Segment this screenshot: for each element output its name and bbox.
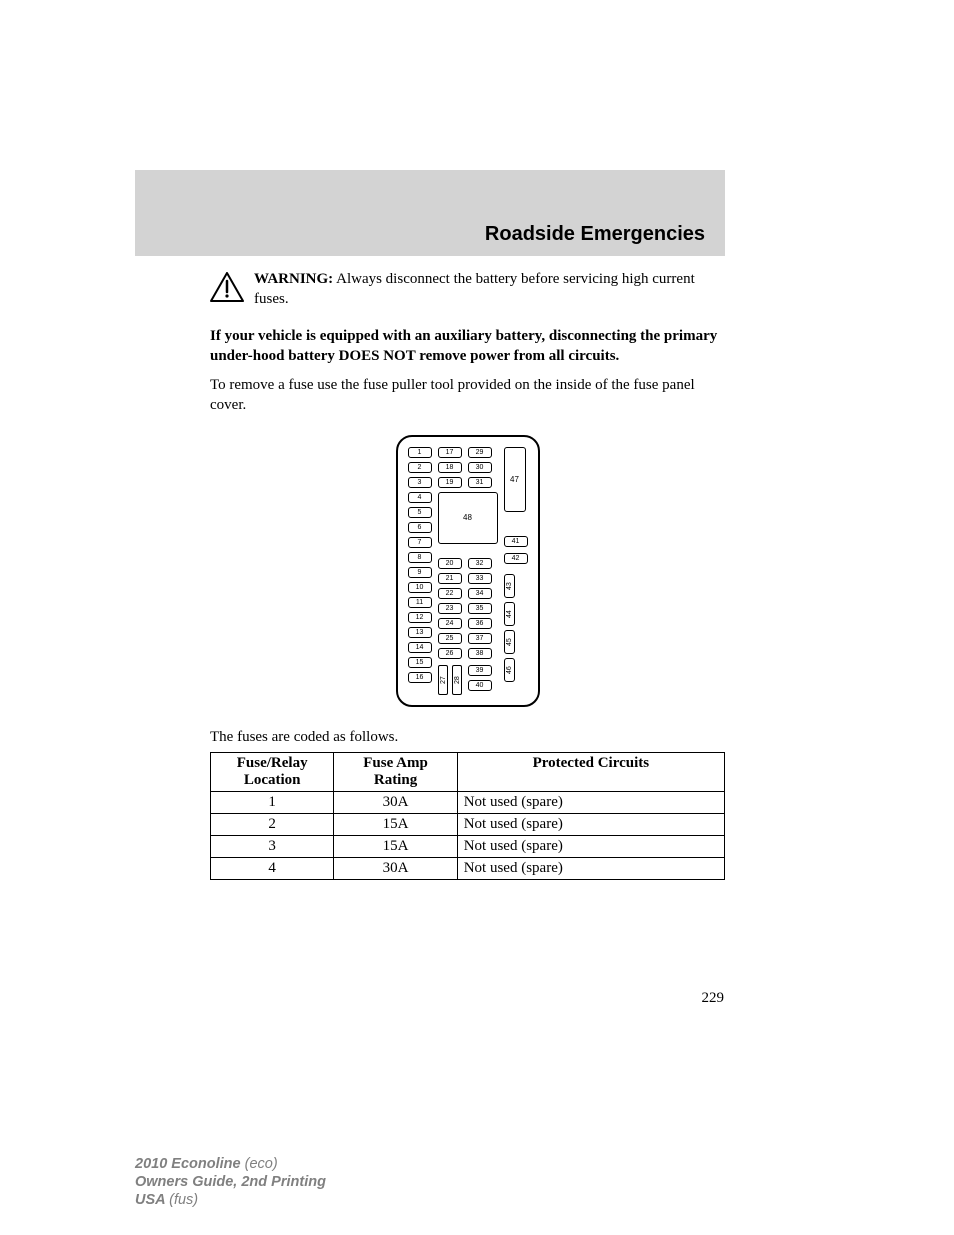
table-row: 315ANot used (spare)	[211, 836, 725, 858]
page-number: 229	[702, 990, 725, 1007]
fuse-slot-29: 29	[468, 447, 492, 458]
fuse-slot-36: 36	[468, 618, 492, 629]
fuse-slot-3: 3	[408, 477, 432, 488]
fuse-slot-16: 16	[408, 672, 432, 683]
fuse-slot-8: 8	[408, 552, 432, 563]
fuse-slot-37: 37	[468, 633, 492, 644]
aux-battery-note: If your vehicle is equipped with an auxi…	[210, 327, 725, 366]
footer-model: 2010 Econoline	[135, 1156, 245, 1172]
fuse-slot-11: 11	[408, 597, 432, 608]
warning-icon	[210, 270, 254, 307]
fuse-slot-45: 45	[504, 630, 515, 654]
fuse-slot-21: 21	[438, 573, 462, 584]
fuse-slot-38: 38	[468, 648, 492, 659]
fuse-slot-15: 15	[408, 657, 432, 668]
fuse-top-a: 17 18 19	[438, 447, 462, 488]
col-header-circuits: Protected Circuits	[457, 753, 724, 792]
fuse-slot-23: 23	[438, 603, 462, 614]
fuse-slot-44: 44	[504, 602, 515, 626]
fuse-slot-30: 30	[468, 462, 492, 473]
fuse-panel-outline: 12345678910111213141516 171819 293031 48…	[396, 435, 540, 707]
fuse-top-b: 29 30 31	[468, 447, 492, 488]
fuse-slot-10: 10	[408, 582, 432, 593]
fuse-slot-43: 43	[504, 574, 515, 598]
table-caption: The fuses are coded as follows.	[210, 729, 725, 746]
fuse-slot-9: 9	[408, 567, 432, 578]
fuse-col-right: 47 41 42 43 44 45 46	[504, 447, 528, 682]
fuse-slot-18: 18	[438, 462, 462, 473]
fuse-mid-a: 20 21 22 23 24 25 26	[438, 558, 462, 659]
fuse-slot-6: 6	[408, 522, 432, 533]
fuse-slot-33: 33	[468, 573, 492, 584]
fuse-slot-47: 47	[504, 447, 526, 512]
fuse-slot-5: 5	[408, 507, 432, 518]
footer-model-code: (eco)	[245, 1156, 278, 1172]
warning-text: WARNING: Always disconnect the battery b…	[254, 270, 725, 309]
fuse-slot-35: 35	[468, 603, 492, 614]
fuse-slot-40: 40	[468, 680, 492, 691]
warning-block: WARNING: Always disconnect the battery b…	[210, 270, 725, 309]
fuse-slot-1: 1	[408, 447, 432, 458]
fuse-slot-7: 7	[408, 537, 432, 548]
fuse-slot-27: 27	[438, 665, 448, 695]
fuse-slot-42: 42	[504, 553, 528, 564]
fuse-mid-b: 32 33 34 35 36 37 38	[468, 558, 492, 659]
fuse-vertical-right: 43 44 45 46	[504, 574, 528, 682]
warning-label: WARNING:	[254, 271, 333, 287]
fuse-slot-28: 28	[452, 665, 462, 695]
fuse-slot-25: 25	[438, 633, 462, 644]
fuse-slot-24: 24	[438, 618, 462, 629]
footer-guide: Owners Guide, 2nd Printing	[135, 1174, 326, 1190]
fuse-slot-41: 41	[504, 536, 528, 547]
fuse-slot-46: 46	[504, 658, 515, 682]
fuse-slot-32: 32	[468, 558, 492, 569]
fuse-diagram: 12345678910111213141516 171819 293031 48…	[210, 435, 725, 707]
fuse-slot-4: 4	[408, 492, 432, 503]
fuse-table: Fuse/Relay Location Fuse Amp Rating Prot…	[210, 752, 725, 880]
table-row: 430ANot used (spare)	[211, 858, 725, 880]
fuse-middle-block: 17 18 19 29 30 31 48 20 21 22 23 24 25 26 32 33 34 35…	[438, 447, 498, 695]
page-content: WARNING: Always disconnect the battery b…	[210, 270, 725, 880]
footer-block: 2010 Econoline (eco) Owners Guide, 2nd P…	[135, 1155, 326, 1209]
table-row: 130ANot used (spare)	[211, 792, 725, 814]
fuse-col-left: 12345678910111213141516	[408, 447, 432, 683]
footer-region: USA	[135, 1192, 169, 1208]
fuse-slot-19: 19	[438, 477, 462, 488]
fuse-slot-26: 26	[438, 648, 462, 659]
fuse-slot-14: 14	[408, 642, 432, 653]
fuse-slot-39: 39	[468, 665, 492, 676]
fuse-slot-31: 31	[468, 477, 492, 488]
col-header-amp: Fuse Amp Rating	[334, 753, 457, 792]
table-row: 215ANot used (spare)	[211, 814, 725, 836]
fuse-slot-12: 12	[408, 612, 432, 623]
body-paragraph: To remove a fuse use the fuse puller too…	[210, 376, 725, 415]
fuse-slot-2: 2	[408, 462, 432, 473]
fuse-slot-34: 34	[468, 588, 492, 599]
fuse-slot-17: 17	[438, 447, 462, 458]
fuse-slot-20: 20	[438, 558, 462, 569]
footer-region-code: (fus)	[169, 1192, 198, 1208]
section-title: Roadside Emergencies	[485, 223, 705, 246]
col-header-location: Fuse/Relay Location	[211, 753, 334, 792]
section-header-band: Roadside Emergencies	[135, 170, 725, 256]
fuse-slot-13: 13	[408, 627, 432, 638]
fuse-slot-22: 22	[438, 588, 462, 599]
fuse-slot-48: 48	[438, 492, 498, 544]
